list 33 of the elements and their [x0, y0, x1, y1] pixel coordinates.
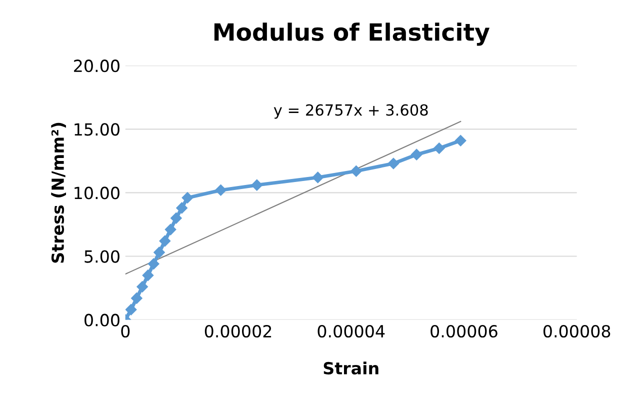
point	[170, 212, 182, 224]
y-tick-label: 5.00	[84, 250, 120, 263]
point	[434, 142, 445, 154]
point	[142, 270, 154, 281]
y-axis-title: Stress (N/mm²)	[51, 122, 66, 263]
x-tick-label: 0.00002	[204, 324, 272, 338]
point	[154, 246, 165, 258]
x-tick-label: 0	[121, 324, 130, 338]
point	[388, 158, 400, 170]
chart-title: Modulus of Elasticity	[214, 22, 490, 46]
annotation: y = 26757x + 3.608	[274, 104, 428, 119]
point	[350, 165, 362, 177]
point	[125, 304, 137, 316]
point	[454, 134, 466, 146]
point	[251, 179, 262, 191]
x-tick-label: 0.00008	[543, 324, 610, 338]
x-axis-title: Strain	[324, 362, 378, 375]
point	[176, 202, 188, 214]
point	[159, 235, 171, 247]
point	[148, 258, 160, 270]
y-tick-label: 10.00	[74, 186, 120, 200]
y-tick-label: 0.00	[84, 314, 120, 326]
point	[215, 184, 226, 196]
y-tick-label: 15.00	[74, 123, 120, 136]
point	[410, 148, 422, 160]
y-tick-label: 20.00	[74, 60, 120, 72]
point	[136, 281, 148, 292]
point	[312, 172, 324, 184]
point	[164, 224, 176, 236]
point	[131, 292, 142, 304]
point	[182, 192, 194, 204]
x-tick-label: 0.00004	[318, 324, 385, 338]
x-tick-label: 0.00006	[430, 324, 498, 338]
